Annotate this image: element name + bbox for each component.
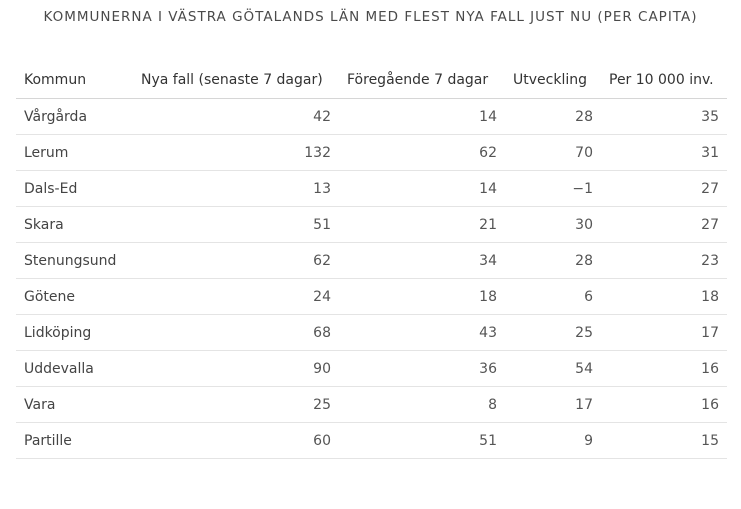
kommun-cell: Dals-Ed [16, 170, 133, 207]
kommun-cell: Stenungsund [16, 242, 133, 279]
column-header-nya-fall: Nya fall (senaste 7 dagar) [133, 62, 339, 99]
utveckling-cell: 28 [505, 98, 601, 135]
table-row: Dals-Ed 13 14 −1 27 [16, 170, 727, 207]
nya-fall-cell: 13 [133, 170, 339, 207]
foregaende-cell: 36 [339, 350, 505, 387]
table-row: Lerum 132 62 70 31 [16, 134, 727, 171]
nya-fall-cell: 25 [133, 386, 339, 423]
table-row: Götene 24 18 6 18 [16, 278, 727, 315]
data-table: Kommun Nya fall (senaste 7 dagar) Föregå… [16, 62, 727, 459]
column-header-utveckling: Utveckling [505, 62, 601, 99]
utveckling-cell: 70 [505, 134, 601, 171]
foregaende-cell: 21 [339, 206, 505, 243]
utveckling-cell: 17 [505, 386, 601, 423]
foregaende-cell: 18 [339, 278, 505, 315]
per-10000-cell: 27 [601, 170, 727, 207]
nya-fall-cell: 42 [133, 98, 339, 135]
utveckling-cell: 6 [505, 278, 601, 315]
nya-fall-cell: 90 [133, 350, 339, 387]
per-10000-cell: 23 [601, 242, 727, 279]
foregaende-cell: 62 [339, 134, 505, 171]
foregaende-cell: 51 [339, 422, 505, 459]
per-10000-cell: 35 [601, 98, 727, 135]
per-10000-cell: 31 [601, 134, 727, 171]
kommun-cell: Götene [16, 278, 133, 315]
kommun-cell: Partille [16, 422, 133, 459]
table-row: Stenungsund 62 34 28 23 [16, 242, 727, 279]
column-header-per-10000: Per 10 000 inv. [601, 62, 727, 99]
utveckling-cell: 25 [505, 314, 601, 351]
table-row: Lidköping 68 43 25 17 [16, 314, 727, 351]
utveckling-cell: 54 [505, 350, 601, 387]
foregaende-cell: 14 [339, 170, 505, 207]
table-row: Skara 51 21 30 27 [16, 206, 727, 243]
nya-fall-cell: 60 [133, 422, 339, 459]
per-10000-cell: 27 [601, 206, 727, 243]
table-row: Partille 60 51 9 15 [16, 422, 727, 459]
nya-fall-cell: 68 [133, 314, 339, 351]
utveckling-cell: 30 [505, 206, 601, 243]
table-row: Vara 25 8 17 16 [16, 386, 727, 423]
kommun-cell: Lerum [16, 134, 133, 171]
per-10000-cell: 18 [601, 278, 727, 315]
per-10000-cell: 17 [601, 314, 727, 351]
nya-fall-cell: 51 [133, 206, 339, 243]
table-title: KOMMUNERNA I VÄSTRA GÖTALANDS LÄN MED FL… [43, 9, 698, 25]
kommun-cell: Uddevalla [16, 350, 133, 387]
nya-fall-cell: 62 [133, 242, 339, 279]
utveckling-cell: −1 [505, 170, 601, 207]
foregaende-cell: 14 [339, 98, 505, 135]
table-body: Vårgårda 42 14 28 35 Lerum 132 62 70 31 Dals-Ed 13 1… [16, 98, 727, 459]
kommun-cell: Skara [16, 206, 133, 243]
column-header-foregaende: Föregående 7 dagar [339, 62, 505, 99]
per-10000-cell: 16 [601, 350, 727, 387]
utveckling-cell: 28 [505, 242, 601, 279]
nya-fall-cell: 24 [133, 278, 339, 315]
foregaende-cell: 43 [339, 314, 505, 351]
utveckling-cell: 9 [505, 422, 601, 459]
foregaende-cell: 34 [339, 242, 505, 279]
kommun-cell: Lidköping [16, 314, 133, 351]
table-row: Vårgårda 42 14 28 35 [16, 98, 727, 135]
nya-fall-cell: 132 [133, 134, 339, 171]
per-10000-cell: 15 [601, 422, 727, 459]
header-row: Kommun Nya fall (senaste 7 dagar) Föregå… [16, 62, 727, 99]
kommun-cell: Vara [16, 386, 133, 423]
table-row: Uddevalla 90 36 54 16 [16, 350, 727, 387]
per-10000-cell: 16 [601, 386, 727, 423]
column-header-kommun: Kommun [16, 62, 133, 99]
foregaende-cell: 8 [339, 386, 505, 423]
kommun-cell: Vårgårda [16, 98, 133, 135]
